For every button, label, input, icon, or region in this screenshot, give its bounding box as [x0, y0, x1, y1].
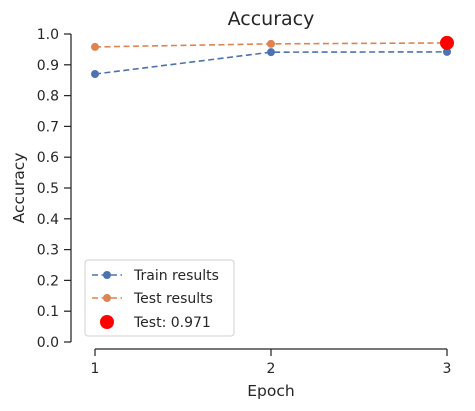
- legend-box: [84, 259, 235, 337]
- series-0-point: [443, 47, 451, 56]
- y-tick-label: 0.8: [37, 89, 59, 105]
- y-tick-label: 0.2: [37, 273, 59, 289]
- legend-marker-0: [103, 271, 111, 279]
- legend-marker-1: [103, 294, 111, 302]
- series-0-point: [267, 48, 275, 57]
- legend-label: Test: 0.971: [133, 315, 211, 331]
- highlight-layer: [440, 35, 454, 50]
- x-axis-label: Epoch: [247, 382, 294, 400]
- y-axis-label: Accuracy: [10, 153, 28, 224]
- legend-highlight-marker: [100, 315, 114, 329]
- chart-title: Accuracy: [228, 8, 315, 30]
- series-line-0: [94, 51, 448, 75]
- legend-label: Train results: [133, 268, 219, 284]
- y-axis-ticks: 0.0 0.1 0.2 0.3 0.4 0.5 0.6 0.7 0.8 0.9 1.0: [37, 27, 71, 351]
- series-1-point: [91, 42, 99, 51]
- x-tick-label: 1: [91, 361, 100, 377]
- y-tick-label: 0.0: [37, 335, 59, 351]
- legend-label: Test results: [133, 291, 213, 307]
- x-tick-label: 3: [443, 361, 452, 377]
- x-axis-ticks: 1 2 3: [91, 349, 452, 377]
- series-1-point: [267, 39, 275, 48]
- series-layer: [91, 38, 451, 79]
- y-tick-label: 0.3: [37, 243, 59, 259]
- x-tick-label: 2: [267, 361, 276, 377]
- series-0-point: [91, 70, 99, 79]
- y-tick-label: 1.0: [37, 27, 59, 43]
- y-tick-label: 0.9: [37, 58, 59, 74]
- highlight-point: [440, 35, 454, 50]
- y-tick-label: 0.4: [37, 212, 59, 228]
- y-tick-label: 0.1: [37, 304, 59, 320]
- y-tick-label: 0.6: [37, 150, 59, 166]
- y-tick-label: 0.5: [37, 181, 59, 197]
- y-tick-label: 0.7: [37, 119, 59, 135]
- legend: Train results Test results Test: 0.971: [84, 259, 235, 337]
